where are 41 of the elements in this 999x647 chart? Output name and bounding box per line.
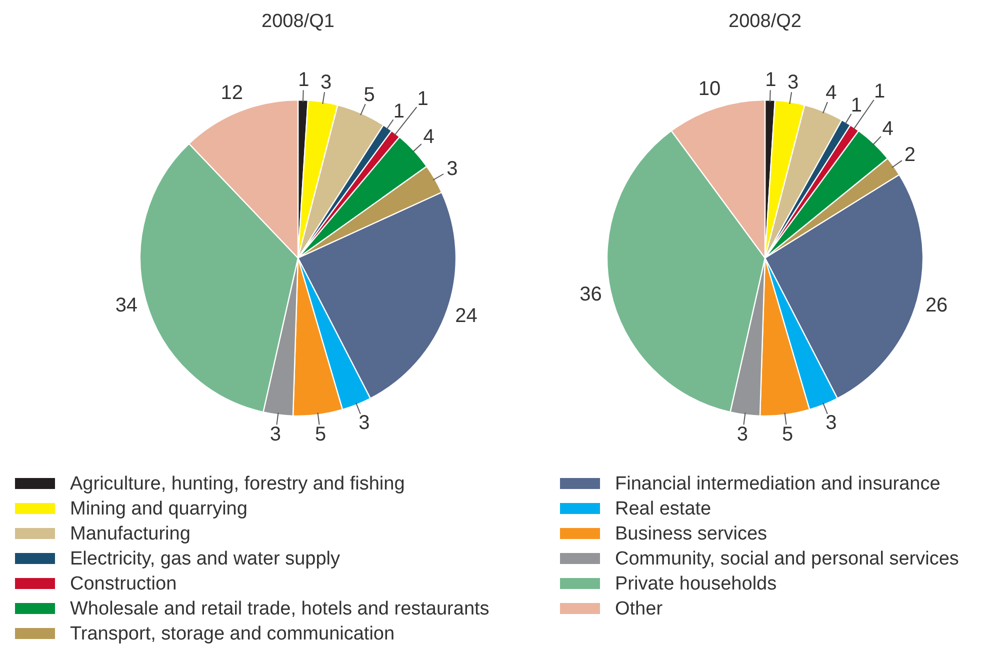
legend-label: Community, social and personal services [615,548,959,570]
legend-label: Agriculture, hunting, forestry and fishing [70,474,405,494]
data-label: 34 [115,294,138,316]
legend-label: Electricity, gas and water supply [70,548,340,570]
legend-label: Private households [615,574,777,594]
data-label: 5 [782,424,794,446]
data-label: 1 [765,69,776,92]
legend-label: Financial intermediation and insurance [615,474,940,494]
legend-label: Wholesale and retail trade, hotels and restaurants [70,598,490,620]
data-label: 4 [882,118,894,140]
data-label: 2 [904,144,916,166]
data-label: 1 [298,69,310,92]
data-label: 36 [580,283,602,306]
data-label: 1 [393,100,404,122]
legend-label: Other [615,598,664,620]
data-label: 12 [220,82,243,104]
data-label: 3 [320,71,332,94]
legend-label: Business services [615,524,768,544]
data-label: 4 [423,126,434,148]
data-label: 3 [358,412,370,434]
chart-title: 2008/Q2 [728,11,802,32]
data-label: 5 [314,424,326,446]
data-label: 3 [446,158,458,180]
legend-label: Real estate [615,498,712,520]
data-label: 4 [826,82,837,104]
data-label: 1 [850,94,862,116]
legend-label: Manufacturing [70,524,190,544]
data-label: 3 [270,424,282,446]
data-label: 5 [364,84,375,106]
data-label: 3 [826,412,837,434]
legend-label: Construction [70,574,177,594]
data-label: 3 [736,424,748,446]
data-label: 26 [925,294,948,316]
data-label: 3 [788,71,799,94]
legend-label: Mining and quarrying [70,498,248,520]
data-label: 24 [455,305,478,328]
data-label: 1 [874,80,886,103]
chart-title: 2008/Q1 [262,11,334,32]
legend-label: Transport, storage and communication [70,624,395,644]
data-label: 10 [698,78,721,100]
data-label: 1 [417,88,428,110]
